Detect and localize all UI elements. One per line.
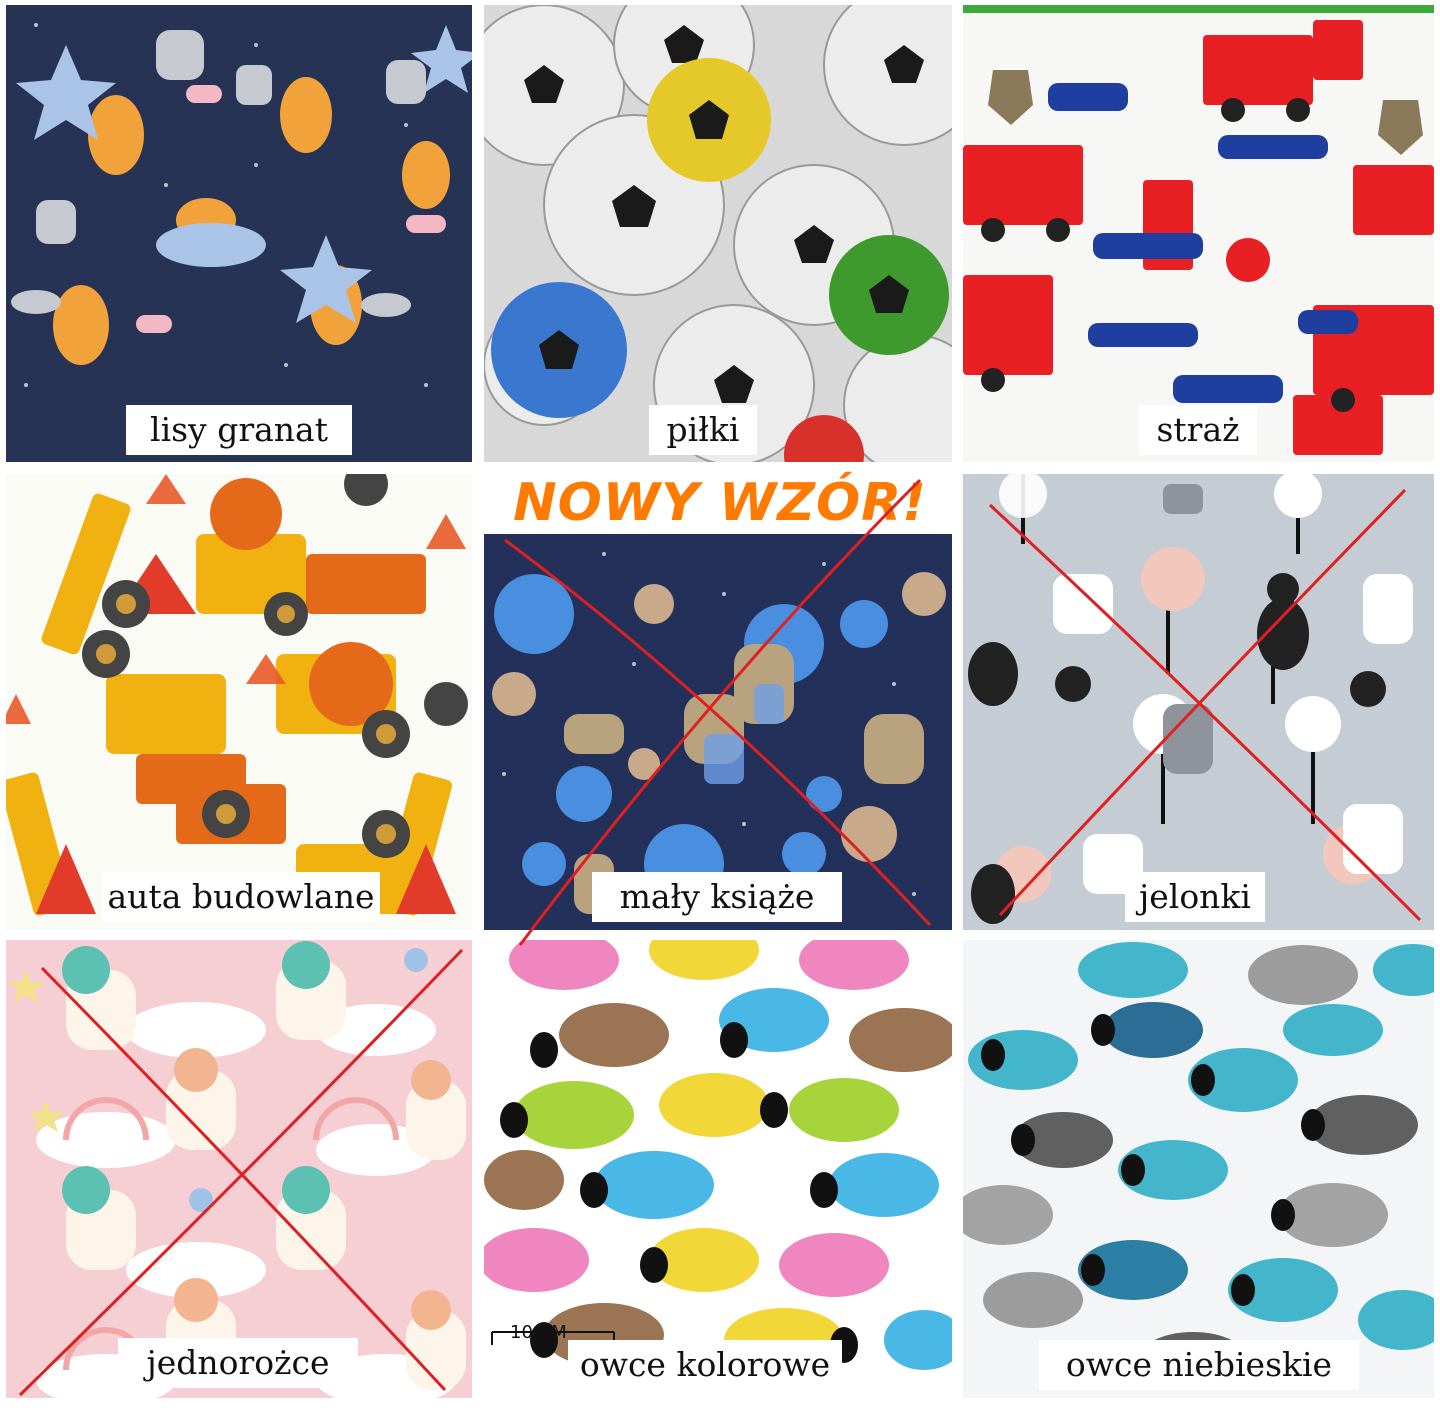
tile-label: lisy granat	[126, 405, 352, 455]
fabric-tile-owce-kolorowe[interactable]: 10 CM owce kolorowe	[484, 940, 952, 1398]
fox-pattern-image	[11, 23, 472, 387]
little-prince-pattern-image	[492, 552, 946, 914]
unicorn-pattern-image	[8, 941, 466, 1398]
fabric-tile-straz[interactable]: straż	[963, 5, 1434, 462]
scale-label: 10 CM	[510, 1322, 567, 1343]
fire-truck-pattern-image	[963, 5, 1434, 455]
deer-pattern-image	[968, 474, 1413, 924]
tile-label: mały książe	[592, 872, 842, 922]
fabric-tile-jelonki[interactable]: jelonki	[963, 474, 1434, 930]
new-pattern-banner: NOWY WZÓR!	[513, 473, 927, 533]
fabric-tile-pilki[interactable]: piłki	[484, 5, 952, 462]
tile-label: owce niebieskie	[1039, 1340, 1359, 1390]
fabric-tile-owce-niebieskie[interactable]: owce niebieskie	[963, 940, 1434, 1398]
blue-sheep-pattern-image	[963, 942, 1434, 1388]
tile-label: owce kolorowe	[568, 1340, 842, 1390]
tile-label: piłki	[649, 405, 757, 455]
fabric-tile-maly-ksiaze[interactable]: mały książe	[484, 534, 952, 930]
tile-label: straż	[1139, 405, 1257, 455]
fabric-tile-auta-budowlane[interactable]: auta budowlane	[6, 474, 472, 930]
tile-label: jednorożce	[118, 1338, 358, 1388]
colorful-sheep-pattern-image	[484, 940, 952, 1372]
construction-vehicles-pattern-image	[6, 474, 468, 916]
fabric-tile-jednorozce[interactable]: jednorożce	[6, 940, 472, 1398]
tile-label: jelonki	[1125, 872, 1265, 922]
fabric-tile-lisy-granat[interactable]: lisy granat	[6, 5, 472, 462]
football-pattern-image	[484, 5, 952, 462]
tile-label: auta budowlane	[102, 872, 380, 922]
